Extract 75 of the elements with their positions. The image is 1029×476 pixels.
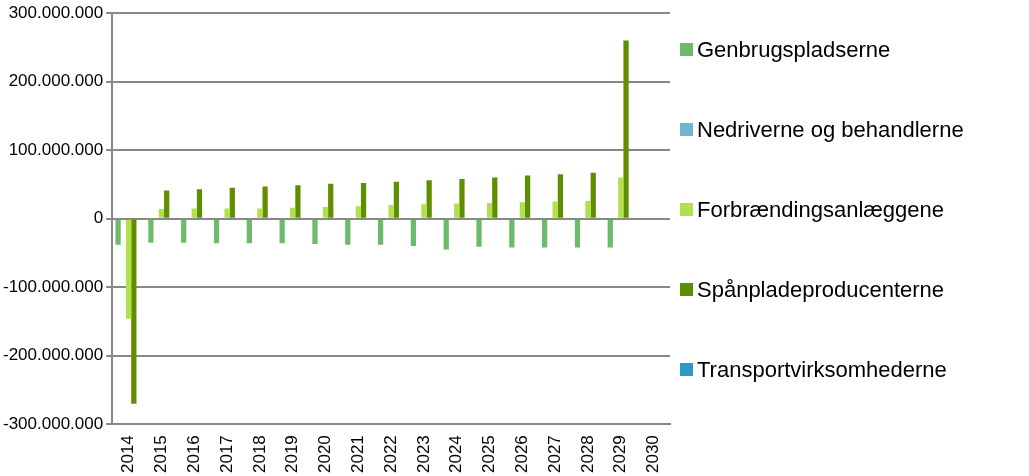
x-tick-label: 2026: [512, 435, 532, 474]
bar: [542, 219, 548, 248]
y-tick-label: -200.000.000: [3, 345, 104, 365]
bar: [426, 180, 432, 218]
bar: [181, 219, 187, 243]
bar: [262, 186, 268, 218]
y-tick-label: 200.000.000: [8, 71, 104, 91]
bar: [607, 219, 613, 248]
bar: [224, 208, 230, 218]
bar: [312, 219, 318, 245]
bar: [257, 208, 263, 218]
bar: [355, 206, 361, 218]
bar: [524, 175, 531, 218]
bar: [295, 185, 301, 218]
x-tick-label: 2022: [380, 435, 400, 474]
y-tick-label: -300.000.000: [3, 413, 104, 433]
bar: [213, 219, 220, 244]
bar: [509, 219, 515, 248]
x-tick-label: 2029: [610, 435, 630, 474]
bar: [328, 183, 334, 218]
bar: [164, 190, 170, 218]
bar: [410, 219, 417, 247]
bar: [290, 207, 296, 218]
bar: [229, 187, 235, 218]
x-tick-label: 2024: [446, 435, 466, 474]
x-tick-label: 2023: [413, 435, 433, 474]
x-tick-label: 2017: [216, 435, 236, 474]
x-tick-label: 2028: [577, 435, 597, 474]
bar: [158, 209, 165, 218]
bar: [492, 177, 498, 218]
legend-label: Nedriverne og behandlerne: [697, 117, 964, 143]
bar: [590, 172, 596, 218]
legend-label: Forbrændingsanlæggene: [697, 197, 945, 223]
legend-label: Genbrugspladserne: [697, 37, 891, 63]
bar: [377, 219, 384, 245]
bar: [557, 174, 564, 218]
bar: [279, 219, 285, 244]
x-tick-label: 2020: [315, 435, 335, 474]
bar: [618, 177, 624, 218]
x-tick-label: 2015: [151, 435, 171, 474]
x-tick-label: 2018: [249, 435, 269, 474]
legend-label: Spånpladeproducenterne: [697, 277, 945, 303]
bar: [125, 219, 132, 319]
bar: [148, 219, 154, 243]
bar: [246, 219, 252, 244]
bar: [454, 203, 460, 218]
bar: [476, 219, 482, 247]
bar: [585, 200, 591, 218]
x-tick-label: 2021: [347, 435, 367, 474]
bar: [388, 204, 394, 218]
bar: [443, 219, 449, 250]
legend-label: Transportvirksomhederne: [697, 357, 947, 383]
bar: [486, 202, 493, 218]
bar: [552, 201, 558, 218]
y-tick-label: 0: [93, 208, 104, 228]
bar: [322, 207, 329, 218]
bar: [574, 219, 581, 248]
bar: [196, 189, 203, 218]
bar: [115, 219, 121, 245]
x-tick-label: 2030: [643, 435, 663, 474]
bar: [191, 208, 197, 218]
bar: [393, 181, 399, 218]
x-tick-label: 2025: [479, 435, 499, 474]
bar: [459, 178, 465, 218]
y-tick-label: -100.000.000: [3, 276, 104, 296]
bar: [360, 183, 367, 218]
x-tick-label: 2019: [282, 435, 302, 474]
bar: [519, 202, 525, 218]
bar: [345, 219, 351, 245]
bar: [421, 204, 427, 218]
y-tick-label: 100.000.000: [8, 139, 104, 159]
x-tick-label: 2014: [118, 435, 138, 474]
y-tick-label: 300.000.000: [8, 2, 104, 22]
x-tick-label: 2027: [544, 435, 564, 474]
x-tick-label: 2016: [183, 435, 203, 474]
